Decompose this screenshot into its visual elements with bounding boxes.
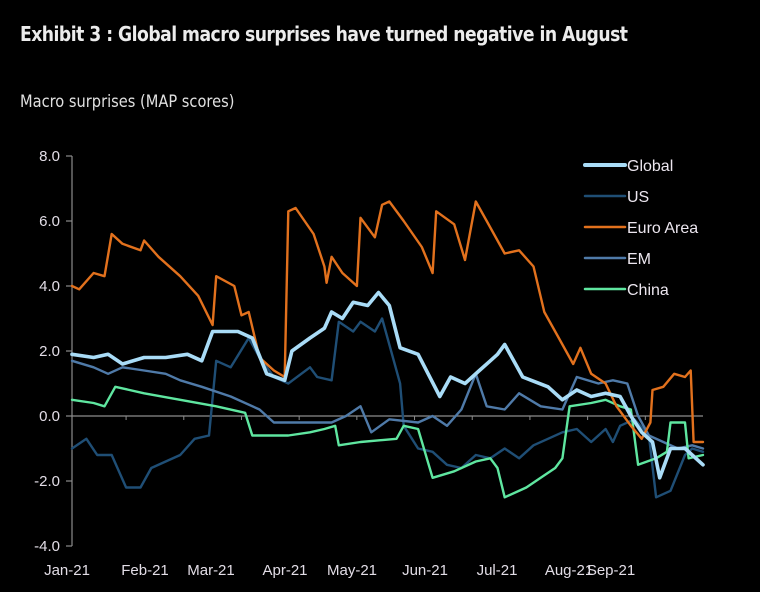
- axes: 8.0 6.0 4.0 2.0 0.0 -2.0 -4.0 Jan-21 Feb-21 Mar-2…: [34, 148, 703, 579]
- legend-item: US: [583, 189, 649, 206]
- x-tick-label: Apr-21: [262, 562, 307, 579]
- x-tick-label: Feb-21: [121, 562, 169, 579]
- legend-label: Euro Area: [627, 220, 698, 237]
- legend-item: EM: [583, 251, 651, 268]
- y-tick-label: 2.0: [39, 343, 60, 360]
- legend-label: Global: [627, 158, 673, 175]
- chart-title: Exhibit 3 : Global macro surprises have …: [20, 22, 628, 46]
- series-group: [70, 200, 705, 499]
- series-line-us: [70, 317, 705, 499]
- x-tick-label: Aug-21: [545, 562, 593, 579]
- legend: Global US Euro Area EM China: [583, 158, 698, 299]
- legend-item: Global: [583, 158, 673, 175]
- y-tick-label: 8.0: [39, 148, 60, 165]
- chart-subtitle: Macro surprises (MAP scores): [20, 92, 235, 112]
- legend-label: China: [627, 282, 669, 299]
- y-tick-label: -4.0: [34, 538, 60, 555]
- x-tick-label: Sep-21: [587, 562, 635, 579]
- x-tick-label: Jan-21: [44, 562, 90, 579]
- y-tick-label: 4.0: [39, 278, 60, 295]
- series-line-china: [70, 385, 705, 499]
- legend-item: Euro Area: [583, 220, 698, 237]
- x-tick-label: Mar-21: [187, 562, 235, 579]
- legend-item: China: [583, 282, 669, 299]
- x-tick-label: Jun-21: [402, 562, 448, 579]
- series-line-global: [70, 290, 705, 480]
- legend-label: EM: [627, 251, 651, 268]
- legend-label: US: [627, 189, 649, 206]
- series-line-euro-area: [70, 200, 705, 444]
- x-tick-label: Jul-21: [477, 562, 518, 579]
- x-tick-label: May-21: [327, 562, 377, 579]
- y-tick-label: 0.0: [39, 408, 60, 425]
- series-line-em: [70, 359, 705, 450]
- y-tick-label: 6.0: [39, 213, 60, 230]
- y-tick-label: -2.0: [34, 473, 60, 490]
